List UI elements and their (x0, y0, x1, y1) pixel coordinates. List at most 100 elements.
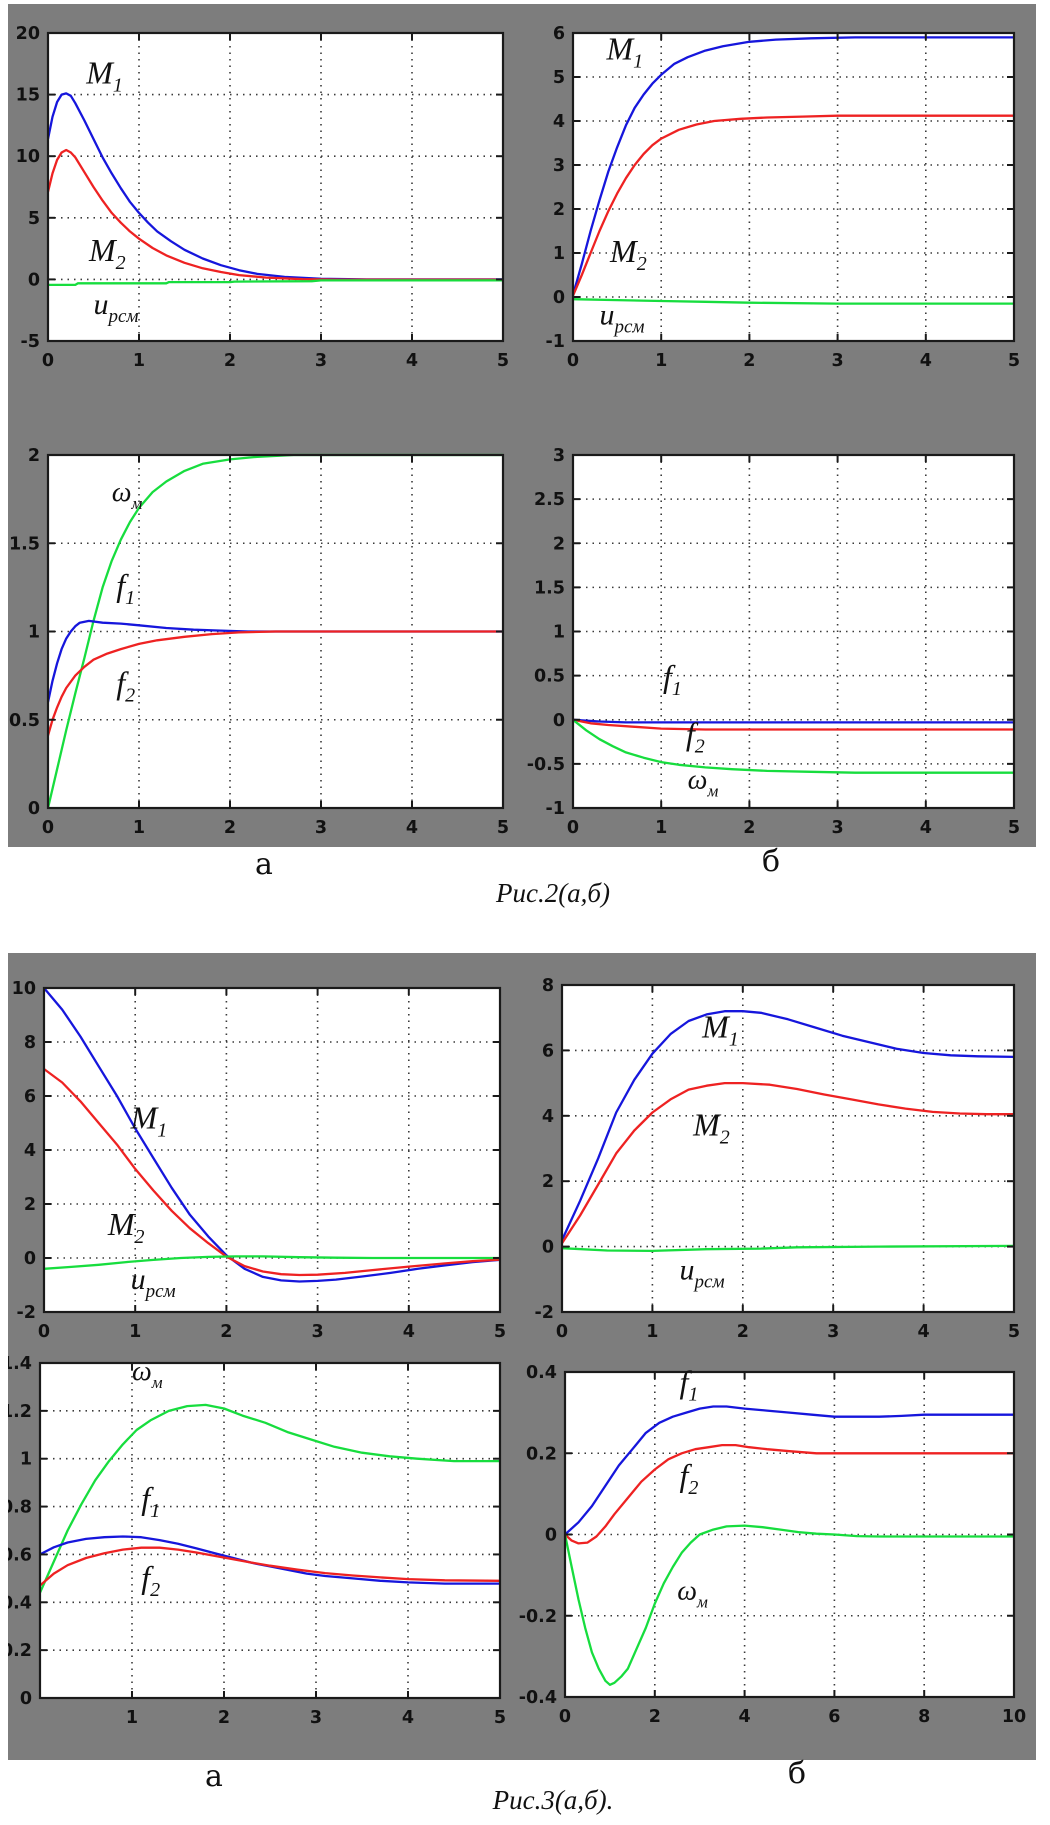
fig2-b-top-series-M2 (572, 114, 1014, 297)
fig3-a-bottom-xtick-1: 1 (126, 1708, 138, 1728)
fig3-a-bottom-series-omega_m (39, 1403, 500, 1594)
fig3-a-top-xtick-5: 5 (494, 1322, 506, 1342)
fig3-a-bottom-xtick-5: 5 (494, 1708, 506, 1728)
fig3-a-bottom-xtick-3: 3 (310, 1708, 322, 1728)
fig3-a-bottom-curve-label-omega_m: ωм (132, 1356, 163, 1392)
fig2-b-bottom-plot-area (573, 455, 1014, 808)
fig3-b-top-tick-marks (561, 984, 1015, 1313)
fig2-a-top-series-M1 (47, 92, 503, 281)
fig2-b-bottom-xtick-0: 0 (567, 818, 579, 838)
fig3-b-top-curve-label-u_rcm: uрсм (680, 1253, 725, 1292)
fig2-a-bottom-series-f1 (47, 619, 503, 703)
fig2-b-bottom-xtick-2: 2 (743, 818, 755, 838)
fig2-b-top-ytick-6: 6 (553, 24, 565, 44)
fig3-a-bottom-ytick-0.4: 0.4 (8, 1593, 32, 1613)
fig2-b-top-ytick-3: 3 (553, 156, 565, 176)
fig3-a-top-xtick-0: 0 (38, 1322, 50, 1342)
fig2-b-bottom-ytick-2: 2 (553, 534, 565, 554)
fig3-b-top-ytick-0: 0 (542, 1238, 554, 1258)
fig3-a-top-gridlines (44, 988, 500, 1312)
fig2-b-bottom-xtick-5: 5 (1008, 818, 1020, 838)
fig3-a-top-xtick-1: 1 (129, 1322, 141, 1342)
fig2-a-top-xtick-4: 4 (406, 351, 418, 371)
fig2-b-top-frame (571, 31, 1016, 343)
fig2-a-bottom-ytick-1.5: 1.5 (9, 534, 40, 554)
fig2-a-bottom-xtick-1: 1 (133, 818, 145, 838)
fig3-a-bottom-tick-labels: 0 0.2 0.4 0.6 0.8 1 1.2 1.4 1 2 3 4 5 (8, 1354, 506, 1728)
fig3-a-top-curve-label-M2: M2 (107, 1206, 145, 1248)
fig3-a-bottom-frame (38, 1361, 502, 1700)
fig2-a-bottom-xtick-5: 5 (497, 818, 509, 838)
fig3-b-bottom-ytick-0: 0 (545, 1526, 557, 1546)
fig3-b-top-series-M1 (561, 1010, 1015, 1241)
fig3-a-top-ytick-2: 2 (24, 1195, 36, 1215)
fig2-a-bottom-xtick-2: 2 (224, 818, 236, 838)
fig3-a-bottom-series-f2 (39, 1546, 501, 1587)
fig2-b-bottom-tick-marks (572, 454, 1015, 809)
fig3-b-top-xtick-4: 4 (918, 1322, 930, 1342)
fig2-a-top-xtick-2: 2 (224, 351, 236, 371)
fig3-b-bottom-xtick-6: 6 (828, 1707, 840, 1727)
fig3-b-bottom-curve-label-omega_m: ωм (677, 1576, 708, 1612)
fig3-b-bottom-xtick-8: 8 (918, 1707, 930, 1727)
fig3-b-top-frame (560, 983, 1016, 1314)
fig2-b-bottom-gridlines (573, 455, 1014, 808)
fig3-a-top-ytick--2: -2 (17, 1303, 36, 1323)
figure2-panel: -5 0 5 10 15 20 0 1 2 3 4 5 M1 M2 uрсм -1 0 1 2 3 4 5 6 0 1 2 3 4 5 M… (8, 4, 1036, 847)
fig3-a-bottom-plot-area (40, 1363, 500, 1698)
fig2-b-top-ytick-0: 0 (553, 288, 565, 308)
fig2-b-bottom-ytick-1: 1 (553, 623, 565, 643)
fig3-a-top-ytick-8: 8 (24, 1033, 36, 1053)
fig2-a-top-ytick-20: 20 (16, 24, 40, 44)
figure3-caption: Рис.3(а,б). (492, 1785, 614, 1815)
fig3-b-top-ytick--2: -2 (535, 1303, 554, 1323)
fig3-b-bottom-xtick-0: 0 (559, 1707, 571, 1727)
fig3-a-top-ytick-6: 6 (24, 1087, 36, 1107)
fig3-a-bottom-tick-marks (40, 1362, 501, 1699)
fig2-a-top-curve-label-u_rcm: uрсм (94, 288, 139, 327)
fig3-b-bottom-ytick-0.4: 0.4 (526, 1363, 557, 1383)
fig3-a-top-xtick-2: 2 (220, 1322, 232, 1342)
fig2-b-top-ytick-5: 5 (553, 68, 565, 88)
fig2-b-bottom-ytick-0: 0 (553, 711, 565, 731)
fig2-a-bottom-ytick-1: 1 (28, 623, 40, 643)
fig3-a-top-curve-label-M1: M1 (130, 1099, 168, 1141)
fig2-b-top-curve-label-M1: M1 (606, 30, 644, 72)
fig3-b-top-ytick-2: 2 (542, 1172, 554, 1192)
fig2-b-top-ytick-4: 4 (553, 112, 565, 132)
fig2-a-top-gridlines (48, 33, 503, 341)
fig3-b-top-ytick-6: 6 (542, 1041, 554, 1061)
fig2-b-top-curve-label-M2: M2 (609, 233, 647, 275)
fig3-b-top-xtick-0: 0 (556, 1322, 568, 1342)
fig3-b-bottom-series-f1 (564, 1405, 1014, 1536)
fig2-a-bottom-series-f2 (47, 630, 503, 736)
fig2-a-bottom-ytick-0.5: 0.5 (9, 711, 40, 731)
fig2-b-bottom-ytick--1: -1 (546, 799, 565, 819)
fig3-a-top-series-M1 (43, 987, 501, 1283)
fig3-b-bottom-ytick-0.2: 0.2 (526, 1444, 557, 1464)
fig3-b-bottom-curve-label-f1: f1 (679, 1363, 698, 1405)
fig3-a-bottom-xtick-2: 2 (218, 1708, 230, 1728)
fig2-b-bottom-xtick-1: 1 (655, 818, 667, 838)
fig2-b-bottom-series-f1 (572, 718, 1014, 724)
fig3-a-bottom-ytick-0.6: 0.6 (8, 1545, 32, 1565)
fig2-a-top-xtick-5: 5 (497, 351, 509, 371)
figure3-letter-a: а (205, 1759, 223, 1794)
fig2-a-bottom-tick-labels: 0 0.5 1 1.5 2 0 1 2 3 4 5 (9, 446, 509, 838)
fig3-a-top-ytick-4: 4 (24, 1141, 36, 1161)
fig3-b-bottom-ytick--0.4: -0.4 (519, 1688, 557, 1708)
fig3-b-bottom-tick-marks (564, 1371, 1015, 1698)
fig2-b-bottom-series-f2 (572, 718, 1014, 731)
fig2-b-bottom-xtick-4: 4 (920, 818, 932, 838)
fig2-b-bottom-ytick-1.5: 1.5 (534, 578, 565, 598)
fig2-a-bottom-ytick-2: 2 (28, 446, 40, 466)
fig2-b-top-ytick--1: -1 (546, 332, 565, 352)
fig2-a-bottom-xtick-3: 3 (315, 818, 327, 838)
